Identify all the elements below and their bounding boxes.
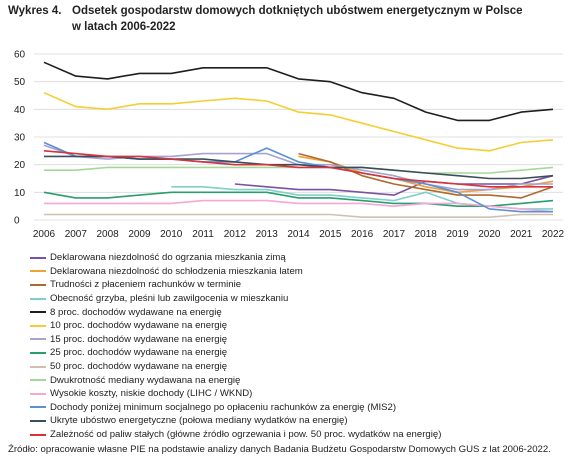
y-tick-label: 10 xyxy=(14,188,26,199)
legend-swatch xyxy=(30,351,46,354)
chart-title-line1: Odsetek gospodarstw domowych dotkniętych… xyxy=(72,5,523,17)
legend-label: Dwukrotność mediany wydawana na energię xyxy=(50,374,241,386)
legend-item: 50 proc. dochodów wydawane na energię xyxy=(30,360,575,374)
legend-label: Wysokie koszty, niskie dochody (LIHC / W… xyxy=(50,388,253,400)
legend-item: Dwukrotność mediany wydawana na energię xyxy=(30,373,575,387)
legend-item: Zależność od paliw stałych (główne źródł… xyxy=(30,428,575,442)
legend-label: 8 proc. dochodów wydawane na energię xyxy=(50,306,222,318)
y-tick-label: 40 xyxy=(14,105,26,116)
legend-item: Trudności z płaceniem rachunków w termin… xyxy=(30,278,575,292)
legend-item: 10 proc. dochodów wydawane na energię xyxy=(30,319,575,333)
x-tick-label: 2016 xyxy=(351,229,374,240)
x-tick-label: 2019 xyxy=(446,229,469,240)
legend-swatch xyxy=(30,311,46,314)
legend-item: Ukryte ubóstwo energetyczne (połowa medi… xyxy=(30,414,575,428)
legend-item: 15 proc. dochodów wydawane na energię xyxy=(30,333,575,347)
legend-item: Deklarowana niezdolność do schłodzenia m… xyxy=(30,265,575,279)
legend-swatch xyxy=(30,406,46,409)
legend-label: 15 proc. dochodów wydawane na energię xyxy=(50,333,228,345)
series-line-11 xyxy=(44,199,554,213)
x-tick-label: 2022 xyxy=(542,229,565,240)
series-line-1 xyxy=(234,174,554,196)
legend-label: Trudności z płaceniem rachunków w termin… xyxy=(50,279,242,291)
series-line-10 xyxy=(44,166,554,174)
series-line-14 xyxy=(43,150,553,188)
legend-swatch xyxy=(30,297,46,300)
legend-label: 25 proc. dochodów wydawane na energię xyxy=(50,347,228,359)
chart-title: Wykres 4. Odsetek gospodarstw domowych do… xyxy=(8,3,573,35)
y-tick-label: 50 xyxy=(14,77,26,88)
y-tick-label: 60 xyxy=(14,50,26,61)
legend-label: Ukryte ubóstwo energetyczne (połowa medi… xyxy=(50,415,348,427)
legend-item: Obecność grzyba, pleśni lub zawilgocenia… xyxy=(30,292,575,306)
legend-label: Deklarowana niezdolność do schłodzenia m… xyxy=(50,265,303,277)
legend-swatch xyxy=(30,419,46,422)
legend-label: 50 proc. dochodów wydawane na energię xyxy=(50,361,228,373)
legend-label: 10 proc. dochodów wydawane na energię xyxy=(50,320,228,332)
x-tick-label: 2008 xyxy=(97,229,120,240)
chart-number: Wykres 4. xyxy=(8,5,62,17)
x-tick-label: 2012 xyxy=(224,229,247,240)
y-tick-label: 30 xyxy=(14,133,26,144)
x-tick-label: 2007 xyxy=(65,229,88,240)
legend-swatch xyxy=(30,433,46,436)
legend-label: Zależność od paliw stałych (główne źródł… xyxy=(50,429,442,441)
legend-swatch xyxy=(30,365,46,368)
source-note: Źródło: opracowanie własne PIE na podsta… xyxy=(8,444,551,455)
series-line-6 xyxy=(43,91,554,152)
x-tick-label: 2015 xyxy=(319,229,342,240)
x-tick-label: 2010 xyxy=(160,229,183,240)
legend-label: Dochody poniżej minimum socjalnego po op… xyxy=(50,401,397,413)
legend-swatch xyxy=(30,270,46,273)
series-line-8 xyxy=(43,191,554,207)
x-tick-label: 2018 xyxy=(415,229,438,240)
legend-swatch xyxy=(30,256,46,259)
legend-item: Deklarowana niezdolność do ogrzania mies… xyxy=(30,251,575,265)
line-chart: 0 10 20 30 40 50 60 2006 2007 2008 2009 2010 2011 201… xyxy=(14,50,565,241)
series-line-2 xyxy=(298,155,554,194)
y-tick-label: 0 xyxy=(14,216,20,227)
chart-legend: Deklarowana niezdolność do ogrzania mies… xyxy=(30,251,575,441)
series-line-3 xyxy=(298,152,554,199)
x-tick-label: 2014 xyxy=(287,229,310,240)
series-line-13 xyxy=(44,155,554,180)
x-tick-label: 2006 xyxy=(33,229,56,240)
legend-label: Deklarowana niezdolność do ogrzania mies… xyxy=(50,252,286,264)
legend-item: 25 proc. dochodów wydawane na energię xyxy=(30,346,575,360)
legend-swatch xyxy=(30,324,46,327)
x-tick-label: 2021 xyxy=(510,229,533,240)
series-line-5 xyxy=(43,61,554,122)
x-tick-label: 2011 xyxy=(192,229,214,240)
legend-swatch xyxy=(30,379,46,382)
legend-swatch xyxy=(30,338,46,341)
legend-swatch xyxy=(30,392,46,395)
x-tick-label: 2017 xyxy=(383,229,406,240)
x-tick-label: 2009 xyxy=(128,229,151,240)
chart-title-line2: w latach 2006-2022 xyxy=(72,21,176,33)
legend-label: Obecność grzyba, pleśni lub zawilgocenia… xyxy=(50,293,289,305)
legend-item: Wysokie koszty, niskie dochody (LIHC / W… xyxy=(30,387,575,401)
x-tick-label: 2013 xyxy=(256,229,279,240)
series-line-9 xyxy=(44,213,553,218)
legend-item: 8 proc. dochodów wydawane na energię xyxy=(30,305,575,319)
y-tick-label: 20 xyxy=(14,160,26,171)
legend-item: Dochody poniżej minimum socjalnego po op… xyxy=(30,401,575,415)
legend-swatch xyxy=(30,283,46,286)
x-tick-label: 2020 xyxy=(478,229,501,240)
